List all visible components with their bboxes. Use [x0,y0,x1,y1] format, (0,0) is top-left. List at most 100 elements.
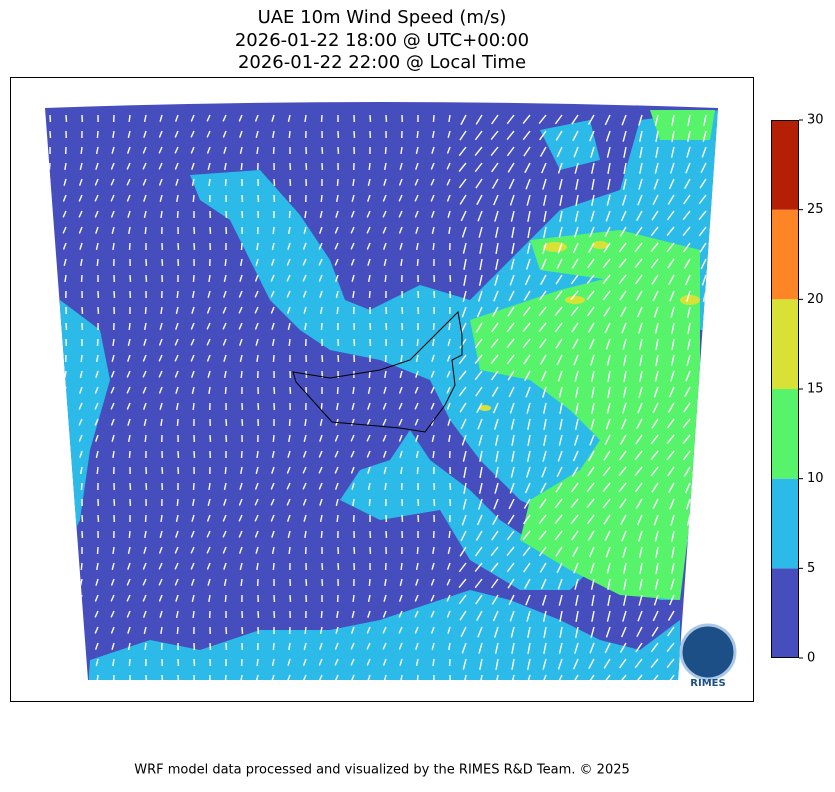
wind-arrow [702,563,706,573]
wind-arrow [704,307,706,318]
colorbar-segment [771,120,799,210]
wind-arrow [63,627,66,633]
wind-arrow [700,451,706,460]
wind-arrow [161,211,162,218]
wind-arrow [289,339,290,346]
footer: WRF model data processed and visualized … [134,763,630,778]
wind-arrow [273,563,274,570]
wind-arrow [241,243,242,250]
wind-arrow [433,451,434,458]
colorbar-segment [771,210,799,300]
wind-arrow [433,243,434,250]
wind-arrow [97,131,98,138]
wind-arrow [48,259,50,266]
wind-arrow [257,451,258,458]
wind-arrow [64,595,66,602]
wind-arrow [700,595,706,604]
wind-arrow [81,483,82,490]
wind-arrow [63,451,66,458]
wind-arrow [79,611,82,617]
wind-arrow [48,611,50,618]
wind-arrow [193,403,194,410]
wind-arrow [417,675,418,682]
wind-arrow [113,547,114,554]
wind-arrow [65,579,66,586]
colorbar-tick-label: 30 [807,113,824,128]
wind-arrow [177,419,178,426]
wind-arrow [321,611,322,618]
wind-arrow [129,531,130,538]
wind-arrow [699,403,706,412]
wind-arrow [193,611,194,618]
wind-arrow [49,595,50,602]
wind-arrow [49,163,50,170]
wind-arrow [702,355,706,365]
wind-arrow [97,339,98,346]
wind-arrow [699,611,706,620]
wind-arrow [63,435,66,441]
wind-arrow [47,227,50,233]
wind-arrow [321,323,322,330]
wind-arrow [257,659,258,666]
wind-arrow [273,643,274,650]
wind-arrow [48,675,50,682]
wind-arrow [688,547,690,558]
wind-arrow [369,499,370,506]
wind-arrow [369,163,370,170]
wind-arrow [79,643,82,649]
wind-arrow [225,467,226,474]
wind-arrow [64,467,66,474]
wind-arrow [401,355,402,362]
wind-arrow [305,627,306,634]
wind-arrow [64,675,66,682]
wind-arrow [701,579,706,589]
wind-arrow [273,355,274,362]
wind-arrow [417,547,418,554]
wind-arrow [353,595,354,602]
wind-arrow [699,419,706,428]
wind-arrow [417,339,418,346]
wind-arrow [685,595,690,605]
wind-arrow [80,595,82,602]
map [40,90,730,690]
colorbar-segment [771,299,799,389]
wind-arrow [129,659,130,666]
colorbar-segment [771,568,799,658]
colorbar-tick-label: 5 [807,561,815,576]
wind-arrow [193,275,194,282]
wind-arrow [145,227,146,234]
wind-arrow [701,467,706,477]
wind-arrow [49,499,50,506]
wind-arrow [289,547,290,554]
wind-arrow [47,451,50,457]
wind-arrow [209,483,210,490]
wind-arrow [225,675,226,682]
wind-arrow [700,387,706,396]
wind-arrow [337,515,338,522]
wind-arrow [289,211,290,218]
wind-arrow [64,611,66,618]
wind-arrow [273,227,274,234]
wind-arrow [47,243,50,249]
wind-arrow [699,435,706,444]
wind-arrow [687,563,690,574]
wind-arrow [417,259,418,266]
wind-arrow [241,163,242,170]
wind-arrow [177,291,178,298]
wind-arrow [47,627,50,633]
wind-arrow [305,419,306,426]
wind-arrow [401,563,402,570]
wind-arrow [145,643,146,650]
wind-arrow [81,675,82,682]
wind-arrow [177,627,178,634]
wind-arrow [161,515,162,522]
wind-arrow [97,259,98,266]
colorbar-tick-label: 15 [807,382,824,397]
wind-arrow [49,291,50,298]
wind-arrow [65,275,66,282]
colorbar-tick-label: 0 [807,651,815,666]
wind-arrow [337,179,338,186]
wind-arrow [48,467,50,474]
